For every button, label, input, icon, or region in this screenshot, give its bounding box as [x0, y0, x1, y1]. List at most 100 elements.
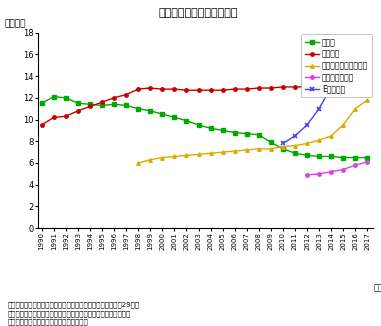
- Line: Eコマース: Eコマース: [280, 47, 370, 146]
- Eコマース: [341, 69, 346, 73]
- 百貨店: [184, 119, 189, 123]
- コンビニエンスストア: [305, 141, 309, 145]
- 百貨店: [51, 95, 56, 99]
- スーパー: [329, 82, 333, 86]
- Eコマース: [329, 85, 333, 89]
- 百貨店: [256, 133, 261, 137]
- 百貨店: [245, 132, 249, 136]
- 百貨店: [124, 103, 128, 107]
- スーパー: [317, 84, 322, 88]
- 百貨店: [64, 96, 68, 100]
- Line: 百貨店: 百貨店: [40, 95, 369, 159]
- Text: 図３　業態別売上高の推移: 図３ 業態別売上高の推移: [158, 8, 238, 18]
- 百貨店: [39, 101, 44, 105]
- Eコマース: [281, 141, 285, 145]
- スーパー: [353, 85, 358, 89]
- スーパー: [365, 85, 370, 89]
- Text: （資料）経済産業省「商業動態統計」、Ｅコマースは「平成29年度
　　　我が国におけるデータ駆動型社会に係る基盤整備（電子商
　　　取引に関する市場調査）」より作: （資料）経済産業省「商業動態統計」、Ｅコマースは「平成29年度 我が国におけるデ…: [8, 302, 140, 325]
- コンビニエンスストア: [353, 107, 358, 111]
- スーパー: [100, 100, 104, 104]
- コンビニエンスストア: [269, 147, 273, 151]
- ドラッグストア: [329, 170, 333, 174]
- スーパー: [148, 86, 152, 90]
- Eコマース: [305, 123, 309, 127]
- 百貨店: [329, 155, 333, 158]
- Eコマース: [317, 107, 322, 111]
- ドラッグストア: [341, 168, 346, 171]
- 百貨店: [269, 141, 273, 144]
- コンビニエンスストア: [329, 134, 333, 138]
- 百貨店: [220, 128, 225, 132]
- スーパー: [124, 93, 128, 96]
- 百貨店: [341, 156, 346, 159]
- スーパー: [184, 88, 189, 92]
- スーパー: [232, 87, 237, 91]
- 百貨店: [100, 103, 104, 107]
- 百貨店: [88, 102, 92, 106]
- コンビニエンスストア: [293, 144, 297, 148]
- 百貨店: [317, 155, 322, 158]
- 百貨店: [365, 156, 370, 159]
- コンビニエンスストア: [172, 155, 177, 158]
- Eコマース: [365, 47, 370, 51]
- ドラッグストア: [353, 163, 358, 167]
- スーパー: [245, 87, 249, 91]
- スーパー: [64, 114, 68, 118]
- 百貨店: [293, 151, 297, 155]
- コンビニエンスストア: [184, 154, 189, 157]
- 百貨店: [160, 112, 165, 116]
- 百貨店: [196, 123, 201, 127]
- 百貨店: [75, 101, 80, 105]
- スーパー: [281, 85, 285, 89]
- Line: ドラッグストア: ドラッグストア: [305, 160, 369, 177]
- ドラッグストア: [365, 160, 370, 164]
- 百貨店: [353, 156, 358, 159]
- コンビニエンスストア: [160, 156, 165, 159]
- ドラッグストア: [317, 172, 322, 176]
- スーパー: [208, 88, 213, 92]
- コンビニエンスストア: [232, 149, 237, 153]
- ドラッグストア: [305, 173, 309, 177]
- スーパー: [256, 86, 261, 90]
- 百貨店: [136, 107, 141, 111]
- 百貨店: [305, 154, 309, 157]
- Text: （兆円）: （兆円）: [5, 20, 26, 29]
- スーパー: [341, 85, 346, 89]
- コンビニエンスストア: [317, 138, 322, 142]
- スーパー: [51, 115, 56, 119]
- Line: スーパー: スーパー: [40, 82, 369, 127]
- スーパー: [75, 109, 80, 113]
- Text: （年）: （年）: [373, 283, 381, 292]
- スーパー: [39, 123, 44, 127]
- コンビニエンスストア: [196, 152, 201, 156]
- 百貨店: [232, 131, 237, 135]
- スーパー: [88, 105, 92, 109]
- 百貨店: [112, 102, 116, 106]
- コンビニエンスストア: [245, 148, 249, 152]
- スーパー: [112, 96, 116, 100]
- コンビニエンスストア: [256, 147, 261, 151]
- 百貨店: [208, 126, 213, 130]
- スーパー: [220, 88, 225, 92]
- スーパー: [305, 85, 309, 89]
- Legend: 百貨店, スーパー, コンビニエンスストア, ドラッグストア, Eコマース: 百貨店, スーパー, コンビニエンスストア, ドラッグストア, Eコマース: [301, 34, 372, 97]
- コンビニエンスストア: [281, 145, 285, 149]
- スーパー: [269, 86, 273, 90]
- コンビニエンスストア: [136, 161, 141, 165]
- スーパー: [293, 85, 297, 89]
- コンビニエンスストア: [220, 150, 225, 154]
- 百貨店: [172, 115, 177, 119]
- スーパー: [172, 87, 177, 91]
- スーパー: [196, 88, 201, 92]
- スーパー: [160, 87, 165, 91]
- 百貨店: [148, 109, 152, 113]
- Eコマース: [293, 134, 297, 138]
- コンビニエンスストア: [365, 98, 370, 102]
- Line: コンビニエンスストア: コンビニエンスストア: [136, 98, 369, 165]
- コンビニエンスストア: [208, 151, 213, 155]
- 百貨店: [281, 147, 285, 151]
- コンビニエンスストア: [148, 158, 152, 162]
- スーパー: [136, 87, 141, 91]
- コンビニエンスストア: [341, 123, 346, 127]
- Eコマース: [353, 62, 358, 66]
